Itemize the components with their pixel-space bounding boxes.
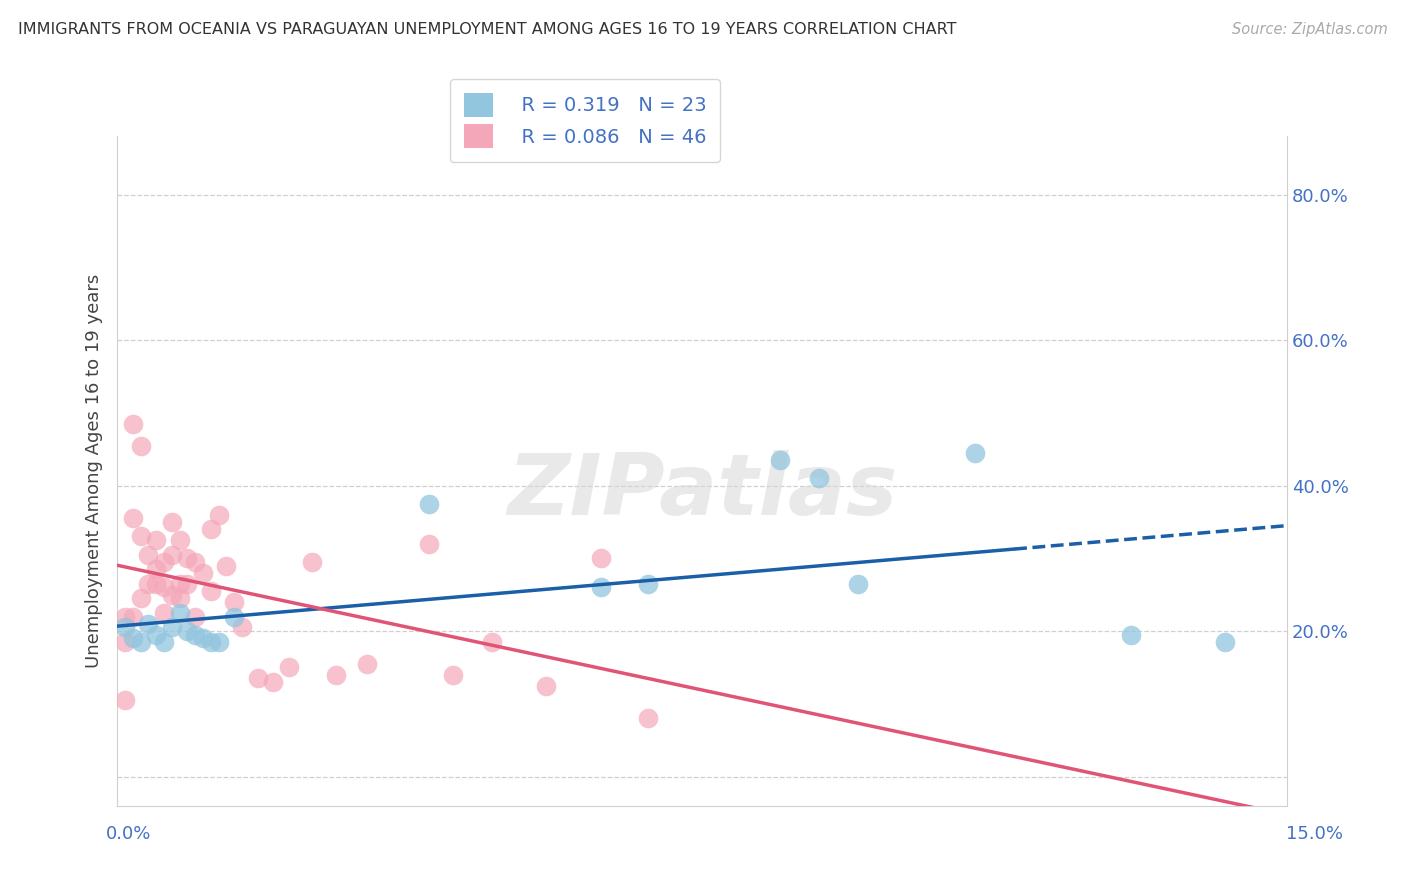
Point	[1119, 628, 1142, 642]
Point	[121, 632, 143, 646]
Point	[224, 609, 246, 624]
Point	[356, 657, 378, 671]
Point	[176, 576, 198, 591]
Text: 0.0%: 0.0%	[105, 825, 150, 843]
Point	[589, 581, 612, 595]
Point	[769, 453, 792, 467]
Point	[325, 667, 347, 681]
Point	[224, 595, 246, 609]
Point	[145, 533, 167, 548]
Point	[481, 635, 503, 649]
Point	[160, 588, 183, 602]
Point	[589, 551, 612, 566]
Point	[114, 693, 136, 707]
Point	[184, 609, 207, 624]
Point	[200, 635, 222, 649]
Point	[846, 576, 869, 591]
Point	[246, 671, 269, 685]
Point	[145, 628, 167, 642]
Point	[637, 711, 659, 725]
Point	[169, 533, 191, 548]
Point	[121, 609, 143, 624]
Point	[169, 591, 191, 606]
Point	[129, 591, 152, 606]
Point	[153, 635, 176, 649]
Point	[418, 537, 440, 551]
Point	[121, 417, 143, 431]
Point	[176, 624, 198, 638]
Point	[301, 555, 323, 569]
Point	[129, 635, 152, 649]
Text: ZIPatlas: ZIPatlas	[508, 450, 897, 533]
Point	[965, 446, 987, 460]
Point	[1213, 635, 1236, 649]
Point	[207, 508, 229, 522]
Point	[534, 679, 557, 693]
Point	[200, 584, 222, 599]
Text: IMMIGRANTS FROM OCEANIA VS PARAGUAYAN UNEMPLOYMENT AMONG AGES 16 TO 19 YEARS COR: IMMIGRANTS FROM OCEANIA VS PARAGUAYAN UN…	[18, 22, 956, 37]
Point	[160, 620, 183, 634]
Point	[169, 606, 191, 620]
Point	[277, 660, 299, 674]
Point	[262, 675, 284, 690]
Point	[184, 628, 207, 642]
Point	[153, 606, 176, 620]
Point	[637, 576, 659, 591]
Text: 15.0%: 15.0%	[1285, 825, 1343, 843]
Point	[191, 566, 214, 580]
Point	[153, 581, 176, 595]
Y-axis label: Unemployment Among Ages 16 to 19 years: Unemployment Among Ages 16 to 19 years	[86, 274, 103, 668]
Point	[441, 667, 464, 681]
Point	[138, 616, 160, 631]
Point	[169, 576, 191, 591]
Text: Source: ZipAtlas.com: Source: ZipAtlas.com	[1232, 22, 1388, 37]
Point	[215, 558, 238, 573]
Point	[138, 576, 160, 591]
Legend:   R = 0.319   N = 23,   R = 0.086   N = 46: R = 0.319 N = 23, R = 0.086 N = 46	[450, 79, 720, 161]
Point	[160, 515, 183, 529]
Point	[191, 632, 214, 646]
Point	[418, 497, 440, 511]
Point	[145, 562, 167, 576]
Point	[114, 620, 136, 634]
Point	[138, 548, 160, 562]
Point	[121, 511, 143, 525]
Point	[114, 609, 136, 624]
Point	[808, 471, 831, 485]
Point	[231, 620, 253, 634]
Point	[200, 522, 222, 536]
Point	[184, 555, 207, 569]
Point	[153, 555, 176, 569]
Point	[176, 551, 198, 566]
Point	[145, 576, 167, 591]
Point	[129, 529, 152, 543]
Point	[160, 548, 183, 562]
Point	[207, 635, 229, 649]
Point	[129, 439, 152, 453]
Point	[114, 635, 136, 649]
